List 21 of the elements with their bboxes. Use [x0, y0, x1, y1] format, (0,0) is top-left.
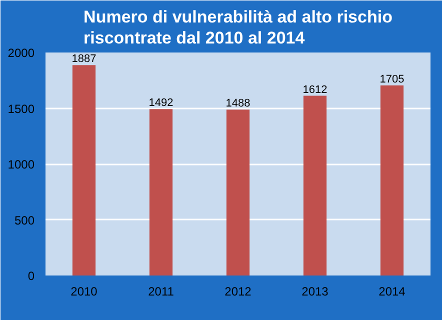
data-label: 1492 [148, 97, 174, 110]
x-tick-label: 2014 [378, 284, 406, 298]
y-tick-label: 1000 [8, 158, 35, 172]
x-tick-label: 2012 [224, 284, 252, 298]
data-label: 1488 [226, 98, 250, 110]
y-tick-label: 500 [14, 213, 35, 228]
y-tick-label: 1500 [8, 102, 35, 116]
bar [303, 96, 327, 276]
data-label: 1705 [380, 73, 404, 86]
bar [380, 85, 404, 276]
data-label: 1612 [302, 84, 328, 96]
bar [72, 65, 96, 276]
data-label: 1887 [72, 53, 96, 66]
bar [226, 110, 250, 276]
x-tick-label: 2010 [70, 284, 98, 298]
x-tick-label: 2011 [148, 284, 174, 298]
chart-title: Numero di vulnerabilità ad alto rischio riscontrate dal 2010 al 2014 [84, 8, 392, 48]
bar [149, 109, 173, 276]
y-tick-label: 0 [28, 269, 35, 283]
x-tick-label: 2013 [302, 284, 329, 298]
y-tick-label: 2000 [8, 46, 35, 60]
